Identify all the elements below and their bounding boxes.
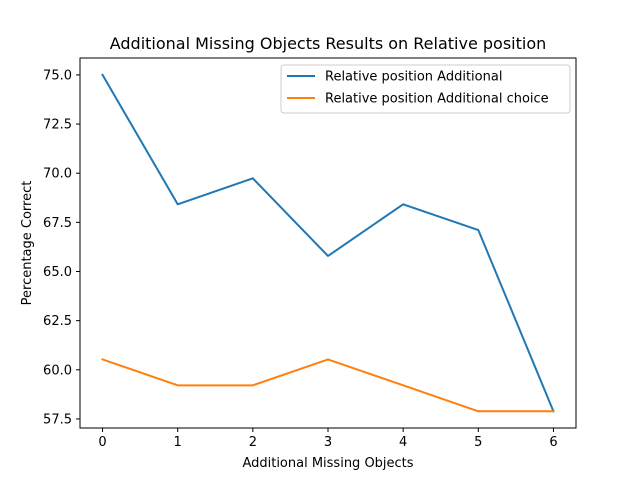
legend-label-1: Relative position Additional [325,70,502,85]
x-axis-label: Additional Missing Objects [242,456,413,471]
y-axis-label: Percentage Correct [20,181,35,306]
x-tick-label: 4 [399,435,407,450]
plot-lines [101,73,555,413]
x-tick-label: 0 [98,435,106,450]
y-axis-ticks: 57.5 60.0 62.5 65.0 67.5 70.0 72.5 75.0 [43,68,80,427]
x-tick-label: 6 [549,435,557,450]
x-axis-ticks: 0 1 2 3 4 5 6 [98,428,558,450]
series-line-1 [101,73,555,413]
y-tick-label: 65.0 [43,265,72,280]
legend: Relative position Additional Relative pos… [280,64,571,114]
y-tick-label: 75.0 [43,68,72,83]
x-tick-label: 3 [324,435,332,450]
series-line-2 [101,358,555,413]
x-tick-label: 5 [474,435,482,450]
y-tick-label: 67.5 [43,216,72,231]
x-tick-label: 2 [249,435,257,450]
legend-label-2: Relative position Additional choice [325,92,549,107]
y-tick-label: 72.5 [43,118,72,133]
chart-title: Additional Missing Objects Results on Re… [110,34,547,53]
y-tick-label: 62.5 [43,314,72,329]
y-tick-label: 57.5 [43,412,72,427]
y-tick-label: 70.0 [43,167,72,182]
x-tick-label: 1 [174,435,182,450]
y-tick-label: 60.0 [43,363,72,378]
plot-frame [79,57,577,429]
legend-box [280,64,571,114]
